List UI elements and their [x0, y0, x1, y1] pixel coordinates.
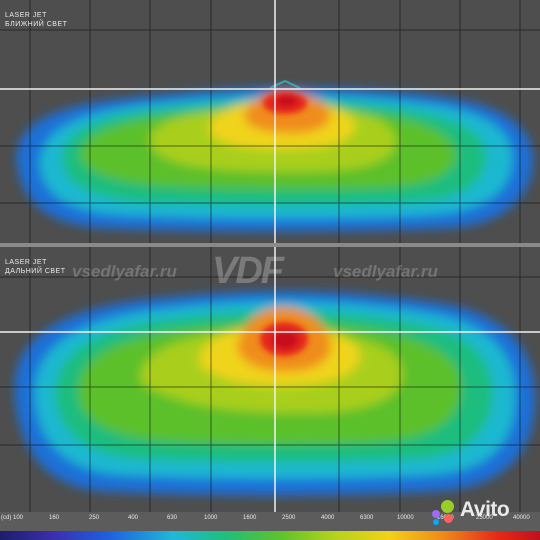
avito-dots-icon [430, 500, 456, 526]
high-beam-heatmap [0, 247, 540, 512]
avito-wordmark: Avito [460, 498, 510, 521]
high-beam-panel: LASER JET ДАЛЬНИЙ СВЕТ [0, 247, 540, 512]
high-beam-mode-label: ДАЛЬНИЙ СВЕТ [5, 268, 66, 275]
avito-logo: Avito [430, 498, 530, 526]
scale-tick-labels: (cd) 100 160 250 400 630 1000 1600 2500 … [0, 515, 540, 527]
scale-tick: 250 [89, 515, 100, 521]
scale-tick: 1000 [204, 515, 218, 521]
low-beam-panel: LASER JET БЛИЖНИЙ СВЕТ [0, 0, 540, 243]
scale-tick: 160 [49, 515, 60, 521]
scale-tick: 630 [167, 515, 178, 521]
panel-divider [0, 243, 540, 247]
low-beam-heatmap [0, 0, 540, 243]
scale-tick: (cd) 100 [1, 515, 24, 521]
low-beam-model-label: LASER JET [5, 12, 47, 19]
avito-dot-icon [433, 519, 439, 525]
avito-dot-icon [441, 500, 454, 513]
scale-tick: 4000 [321, 515, 335, 521]
low-beam-mode-label: БЛИЖНИЙ СВЕТ [5, 21, 68, 28]
intensity-scale: (cd) 100 160 250 400 630 1000 1600 2500 … [0, 512, 540, 540]
scale-tick: 40000 [513, 515, 530, 521]
avito-dot-icon [444, 514, 453, 523]
scale-tick: 10000 [397, 515, 414, 521]
scale-tick: 2500 [282, 515, 296, 521]
scale-tick: 1600 [243, 515, 257, 521]
high-beam-model-label: LASER JET [5, 259, 47, 266]
scale-tick: 400 [128, 515, 139, 521]
avito-dot-icon [432, 510, 440, 518]
scale-color-bar [0, 531, 540, 540]
scale-tick: 6300 [360, 515, 374, 521]
scale-tick: 25000 [476, 515, 493, 521]
